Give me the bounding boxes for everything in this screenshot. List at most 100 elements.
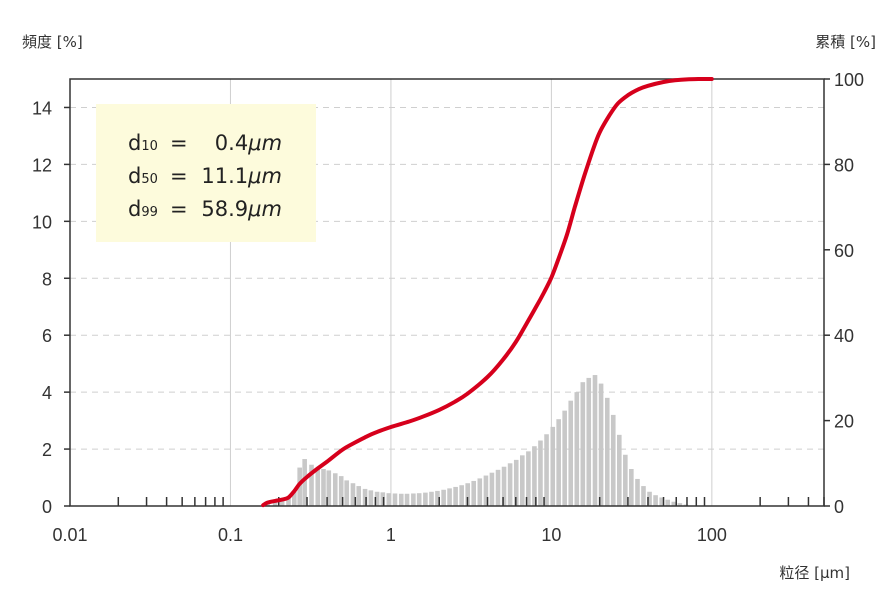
- y-right-tick-label: 0: [834, 497, 844, 517]
- y-left-tick-label: 8: [42, 269, 52, 289]
- x-tick-label: 0.1: [218, 525, 243, 545]
- axis-ticks: [64, 78, 830, 507]
- histogram-bar: [286, 497, 291, 506]
- histogram-bar: [568, 400, 574, 506]
- histogram-bar: [562, 410, 567, 506]
- histogram-bar: [610, 414, 616, 506]
- histogram-bar: [380, 492, 386, 506]
- y-right-tick-label: 100: [834, 70, 864, 90]
- statistics-box-bg: [96, 104, 316, 242]
- histogram-bar: [520, 455, 525, 506]
- histogram-bar: [659, 497, 665, 506]
- x-tick-label: 10: [541, 525, 561, 545]
- x-tick-label: 1: [386, 525, 396, 545]
- histogram-bar: [356, 486, 362, 506]
- statistics-lines: d10 = 0.4μm d50 = 11.1μm d99 = 58.9μm: [128, 131, 282, 221]
- statistic-line: d10 = 0.4μm: [128, 131, 282, 155]
- histogram-bar: [321, 468, 326, 506]
- histogram-bar: [507, 463, 513, 506]
- y-left-tick-label: 6: [42, 326, 52, 346]
- x-axis-title: 粒径 [μm]: [779, 564, 850, 582]
- statistic-line: d50 = 11.1μm: [128, 164, 282, 188]
- y-right-tick-label: 80: [834, 155, 854, 175]
- y-left-tick-label: 4: [42, 383, 52, 403]
- histogram-bar: [532, 446, 537, 506]
- plot-frame: [69, 78, 825, 507]
- x-tick-label: 0.01: [52, 525, 87, 545]
- y-right-tick-label: 60: [834, 241, 854, 261]
- y-right-tick-label: 40: [834, 326, 854, 346]
- histogram-bar: [574, 392, 580, 506]
- histogram-bar: [526, 451, 531, 506]
- histogram-bar: [332, 473, 338, 506]
- histogram-bar: [653, 495, 658, 506]
- y-left-tick-label: 2: [42, 440, 52, 460]
- histogram-bar: [586, 377, 592, 506]
- statistic-line: d99 = 58.9μm: [128, 197, 282, 221]
- y-right-tick-label: 20: [834, 412, 854, 432]
- histogram-bar: [459, 485, 464, 506]
- histogram-bar: [665, 499, 671, 506]
- statistics-box: d10 = 0.4μm d50 = 11.1μm d99 = 58.9μm: [96, 104, 316, 242]
- histogram-bar: [550, 426, 556, 506]
- histogram-bar: [623, 454, 628, 506]
- histogram-bar: [447, 488, 452, 506]
- histogram-bar: [326, 470, 332, 506]
- y-left-tick-label: 12: [32, 155, 52, 175]
- histogram-bar: [483, 475, 489, 506]
- histogram-bar: [441, 489, 446, 506]
- y-left-axis-title: 頻度 [%]: [22, 33, 83, 51]
- histogram-bar: [416, 493, 422, 506]
- histogram-bar: [501, 466, 507, 506]
- histogram-bar: [350, 483, 356, 506]
- histogram-bar: [368, 490, 374, 506]
- histogram-bar: [465, 483, 471, 506]
- histogram-bar: [495, 469, 501, 506]
- histogram-bar: [302, 459, 307, 506]
- histogram-bar: [362, 488, 368, 506]
- histogram-bar: [292, 491, 297, 506]
- y-right-axis-title: 累積 [%]: [815, 33, 876, 51]
- histogram-bar: [580, 382, 586, 506]
- histogram-bars: [265, 375, 689, 506]
- histogram-bar: [386, 493, 392, 506]
- histogram-bar: [398, 493, 404, 506]
- histogram-bar: [489, 472, 495, 506]
- histogram-bar: [538, 440, 543, 506]
- histogram-bar: [315, 467, 321, 506]
- histogram-bar: [647, 491, 652, 506]
- histogram-bar: [374, 491, 380, 506]
- histogram-bar: [629, 468, 634, 506]
- histogram-bar: [338, 476, 344, 506]
- histogram-bar: [598, 383, 604, 506]
- histogram-bar: [423, 492, 428, 506]
- histogram-bar: [477, 478, 483, 506]
- histogram-bar: [641, 486, 646, 506]
- cumulative-line: [261, 76, 714, 508]
- histogram-bar: [344, 480, 349, 506]
- histogram-bar: [592, 375, 598, 506]
- histogram-bar: [453, 486, 458, 506]
- histogram-bar: [272, 501, 278, 506]
- y-left-tick-label: 14: [32, 98, 52, 118]
- histogram-bar: [635, 478, 640, 506]
- histogram-bar: [435, 490, 440, 506]
- histogram-bar: [556, 419, 561, 506]
- y-left-tick-label: 0: [42, 497, 52, 517]
- x-tick-label: 100: [697, 525, 727, 545]
- histogram-bar: [513, 459, 519, 506]
- histogram-bar: [429, 491, 434, 506]
- cumulative-line-layer: [261, 76, 714, 508]
- histogram-bar: [279, 500, 285, 506]
- histogram-bar: [411, 493, 416, 506]
- histogram-bar: [544, 434, 549, 506]
- histogram-bar: [404, 493, 410, 506]
- histogram-bar: [471, 480, 476, 506]
- histogram-bar: [392, 493, 398, 506]
- histogram-bar: [309, 464, 314, 506]
- tick-labels: 0.01 0.1 1 10 100 0 2 4 6 8 10 12 14 0 20 40 60 80 100: [32, 70, 864, 545]
- histogram-bar: [671, 501, 677, 506]
- histogram-bar: [677, 503, 683, 506]
